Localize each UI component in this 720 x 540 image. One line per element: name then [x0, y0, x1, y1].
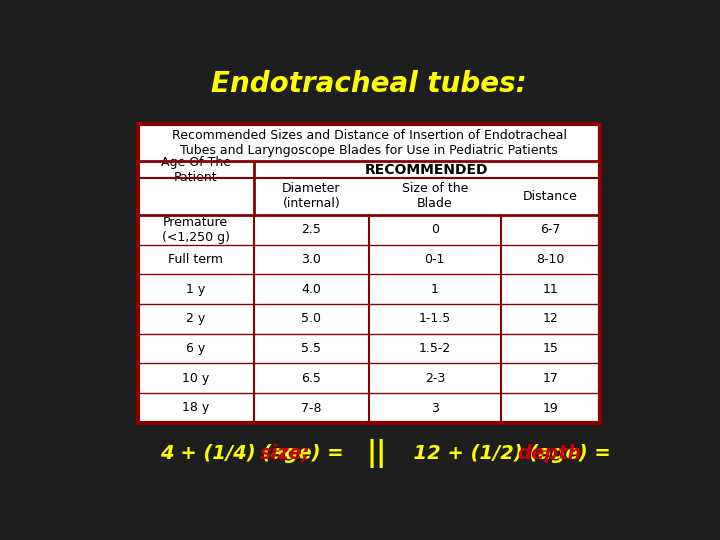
Text: Size of the
Blade: Size of the Blade — [402, 183, 468, 211]
Text: 12 + (1/2) (age) =: 12 + (1/2) (age) = — [400, 444, 618, 463]
Text: Diameter
(internal): Diameter (internal) — [282, 183, 341, 211]
Text: 18 y: 18 y — [182, 402, 210, 415]
Text: 4.0: 4.0 — [302, 283, 321, 296]
Text: 5.0: 5.0 — [301, 313, 321, 326]
Text: 1: 1 — [431, 283, 438, 296]
Text: 8-10: 8-10 — [536, 253, 564, 266]
Text: 1.5-2: 1.5-2 — [418, 342, 451, 355]
Text: 3.0: 3.0 — [302, 253, 321, 266]
Text: 15: 15 — [542, 342, 558, 355]
Text: Distance: Distance — [523, 190, 577, 203]
Text: 2 y: 2 y — [186, 313, 205, 326]
Text: 5.5: 5.5 — [301, 342, 321, 355]
Bar — [138, 124, 600, 423]
Text: 2.5: 2.5 — [302, 224, 321, 237]
Text: depth: depth — [517, 444, 582, 463]
Text: 3: 3 — [431, 402, 438, 415]
Text: 0: 0 — [431, 224, 438, 237]
Text: size;: size; — [260, 444, 311, 463]
Text: 6-7: 6-7 — [540, 224, 560, 237]
Text: Full term: Full term — [168, 253, 223, 266]
Text: 0-1: 0-1 — [425, 253, 445, 266]
Text: 1-1.5: 1-1.5 — [418, 313, 451, 326]
Text: 6.5: 6.5 — [302, 372, 321, 385]
Text: 6 y: 6 y — [186, 342, 205, 355]
Text: 2-3: 2-3 — [425, 372, 445, 385]
Text: 7-8: 7-8 — [301, 402, 322, 415]
Text: 1 y: 1 y — [186, 283, 205, 296]
Text: Premature
(<1,250 g): Premature (<1,250 g) — [162, 216, 230, 244]
Text: ||: || — [366, 439, 387, 468]
Text: Endotracheal tubes:: Endotracheal tubes: — [211, 70, 527, 98]
Text: RECOMMENDED: RECOMMENDED — [365, 163, 488, 177]
Text: 19: 19 — [542, 402, 558, 415]
Text: 10 y: 10 y — [182, 372, 210, 385]
Text: Age Of The
Patient: Age Of The Patient — [161, 156, 231, 184]
Text: 17: 17 — [542, 372, 558, 385]
Text: 11: 11 — [542, 283, 558, 296]
Text: 12: 12 — [542, 313, 558, 326]
Text: 4 + (1/4) (age) =: 4 + (1/4) (age) = — [160, 444, 350, 463]
Text: Recommended Sizes and Distance of Insertion of Endotracheal
Tubes and Laryngosco: Recommended Sizes and Distance of Insert… — [171, 129, 567, 157]
